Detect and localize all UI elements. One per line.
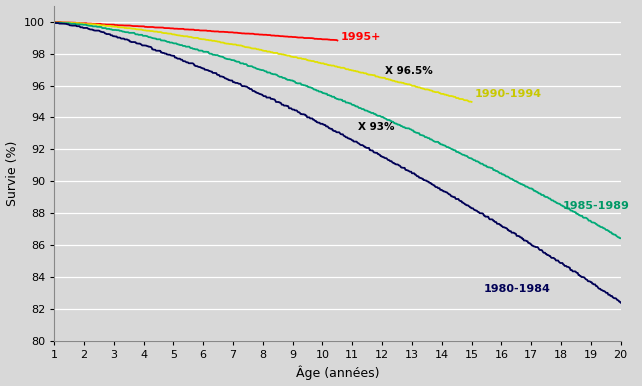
Y-axis label: Survie (%): Survie (%) — [6, 141, 19, 206]
Text: 1990-1994: 1990-1994 — [474, 89, 542, 99]
X-axis label: Âge (années): Âge (années) — [295, 366, 379, 381]
Text: X 93%: X 93% — [358, 122, 395, 132]
Text: 1980-1984: 1980-1984 — [483, 284, 550, 294]
Text: 1985-1989: 1985-1989 — [562, 201, 629, 211]
Text: 1995+: 1995+ — [340, 32, 381, 42]
Text: X 96.5%: X 96.5% — [385, 66, 433, 76]
